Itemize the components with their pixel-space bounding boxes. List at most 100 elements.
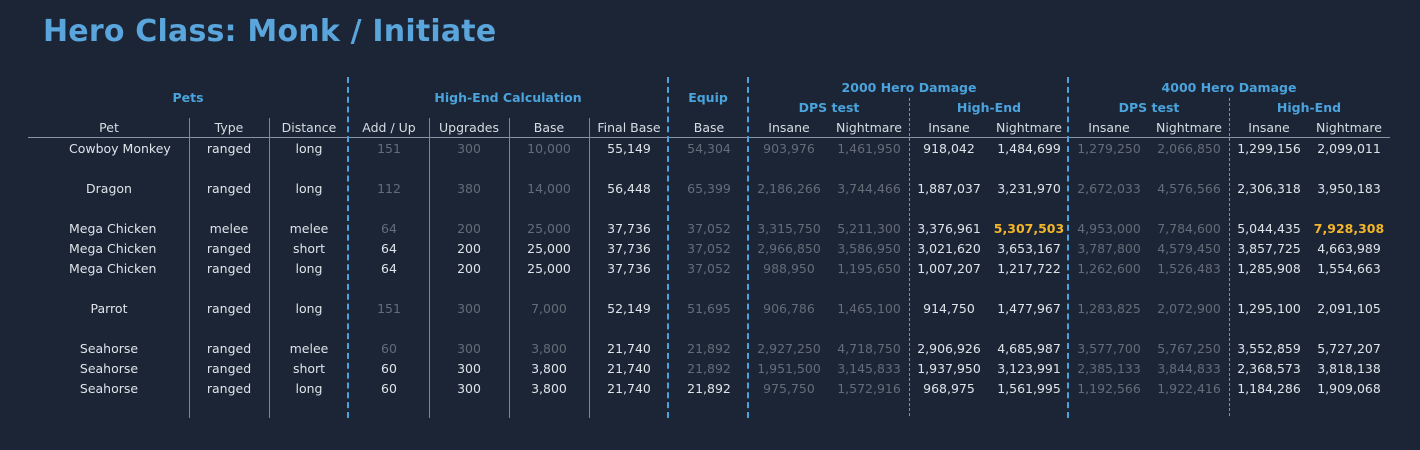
table-cell: 21,892 — [687, 381, 731, 396]
table-cell: long — [295, 141, 323, 156]
table-cell: 1,217,722 — [997, 261, 1061, 276]
table-cell: long — [295, 261, 323, 276]
subheader-2000-high-end: High-End — [956, 100, 1022, 115]
table-cell: melee — [289, 221, 329, 236]
table-cell: 3,552,859 — [1237, 341, 1301, 356]
column-divider — [189, 118, 190, 418]
table-cell: Parrot — [90, 301, 128, 316]
table-cell: 1,295,100 — [1237, 301, 1301, 316]
table-cell: 10,000 — [527, 141, 571, 156]
table-cell: Seahorse — [79, 361, 139, 376]
column-header: Nightmare — [836, 120, 902, 135]
table-cell: 37,736 — [607, 241, 651, 256]
table-cell: 1,007,207 — [917, 261, 981, 276]
table-cell: 37,736 — [607, 261, 651, 276]
table-cell: 1,526,483 — [1157, 261, 1221, 276]
table-cell: ranged — [206, 181, 252, 196]
table-cell: 300 — [457, 361, 481, 376]
table-cell: 37,736 — [607, 221, 651, 236]
table-cell: 1,554,663 — [1317, 261, 1381, 276]
table-cell: 21,740 — [607, 341, 651, 356]
subsection-divider — [1229, 98, 1230, 416]
table-cell: Seahorse — [79, 381, 139, 396]
column-header: Nightmare — [1156, 120, 1222, 135]
group-header-pets: Pets — [172, 90, 204, 105]
table-cell: 3,844,833 — [1157, 361, 1221, 376]
column-divider — [269, 118, 270, 418]
table-cell: 3,800 — [531, 341, 567, 356]
table-cell: 1,887,037 — [917, 181, 981, 196]
table-cell: 60 — [381, 341, 397, 356]
column-header: Insane — [928, 120, 970, 135]
table-cell: 1,561,995 — [997, 381, 1061, 396]
table-cell: 7,784,600 — [1157, 221, 1221, 236]
table-cell: 5,307,503 — [993, 221, 1065, 236]
table-cell: 914,750 — [923, 301, 975, 316]
table-cell: 3,231,970 — [997, 181, 1061, 196]
table-cell: 21,740 — [607, 381, 651, 396]
table-cell: 52,149 — [607, 301, 651, 316]
table-cell: Mega Chicken — [69, 261, 157, 276]
column-header: Insane — [1088, 120, 1130, 135]
table-cell: 906,786 — [763, 301, 815, 316]
column-header: Base — [533, 120, 565, 135]
table-cell: short — [292, 241, 326, 256]
table-cell: 200 — [457, 261, 481, 276]
table-cell: 300 — [457, 341, 481, 356]
section-divider — [347, 77, 349, 418]
table-cell: 2,306,318 — [1237, 181, 1301, 196]
table-cell: 64 — [381, 261, 397, 276]
table-cell: 968,975 — [923, 381, 975, 396]
table-cell: 2,966,850 — [757, 241, 821, 256]
table-cell: 1,465,100 — [837, 301, 901, 316]
table-cell: 1,937,950 — [917, 361, 981, 376]
table-cell: 918,042 — [923, 141, 975, 156]
group-header-2000-hero-damage: 2000 Hero Damage — [841, 80, 977, 95]
table-cell: 300 — [457, 301, 481, 316]
table-cell: 3,021,620 — [917, 241, 981, 256]
table-cell: 25,000 — [527, 261, 571, 276]
table-cell: 3,586,950 — [837, 241, 901, 256]
table-cell: 56,448 — [607, 181, 651, 196]
column-divider — [589, 118, 590, 418]
group-header-equip: Equip — [688, 90, 728, 105]
table-cell: Seahorse — [79, 341, 139, 356]
table-cell: 37,052 — [687, 221, 731, 236]
table-cell: ranged — [206, 361, 252, 376]
table-cell: 300 — [457, 381, 481, 396]
table-cell: 1,283,825 — [1077, 301, 1141, 316]
table-cell: 2,099,011 — [1317, 141, 1381, 156]
table-cell: 3,577,700 — [1077, 341, 1141, 356]
table-cell: 60 — [381, 361, 397, 376]
table-cell: 2,368,573 — [1237, 361, 1301, 376]
table-cell: 151 — [377, 141, 401, 156]
table-cell: 300 — [457, 141, 481, 156]
table-cell: 7,000 — [531, 301, 567, 316]
table-cell: ranged — [206, 241, 252, 256]
table-cell: 903,976 — [763, 141, 815, 156]
column-header: Type — [214, 120, 244, 135]
table-cell: short — [292, 361, 326, 376]
section-divider — [667, 77, 669, 418]
table-cell: 1,477,967 — [997, 301, 1061, 316]
table-cell: 1,262,600 — [1077, 261, 1141, 276]
table-cell: 3,787,800 — [1077, 241, 1141, 256]
table-cell: 1,285,908 — [1237, 261, 1301, 276]
table-cell: 3,653,167 — [997, 241, 1061, 256]
table-cell: 55,149 — [607, 141, 651, 156]
table-cell: ranged — [206, 261, 252, 276]
table-cell: 1,951,500 — [757, 361, 821, 376]
table-cell: 21,892 — [687, 361, 731, 376]
column-header: Nightmare — [1316, 120, 1382, 135]
table-cell: 64 — [381, 241, 397, 256]
column-header: Insane — [768, 120, 810, 135]
table-cell: 51,695 — [687, 301, 731, 316]
group-header-high-end-calculation: High-End Calculation — [434, 90, 582, 105]
table-cell: 4,579,450 — [1157, 241, 1221, 256]
table-cell: 1,279,250 — [1077, 141, 1141, 156]
column-header: Add / Up — [362, 120, 416, 135]
table-cell: Cowboy Monkey — [69, 141, 171, 156]
table-cell: 2,927,250 — [757, 341, 821, 356]
table-cell: 3,818,138 — [1317, 361, 1381, 376]
subheader-2000-dps-test: DPS test — [798, 100, 860, 115]
